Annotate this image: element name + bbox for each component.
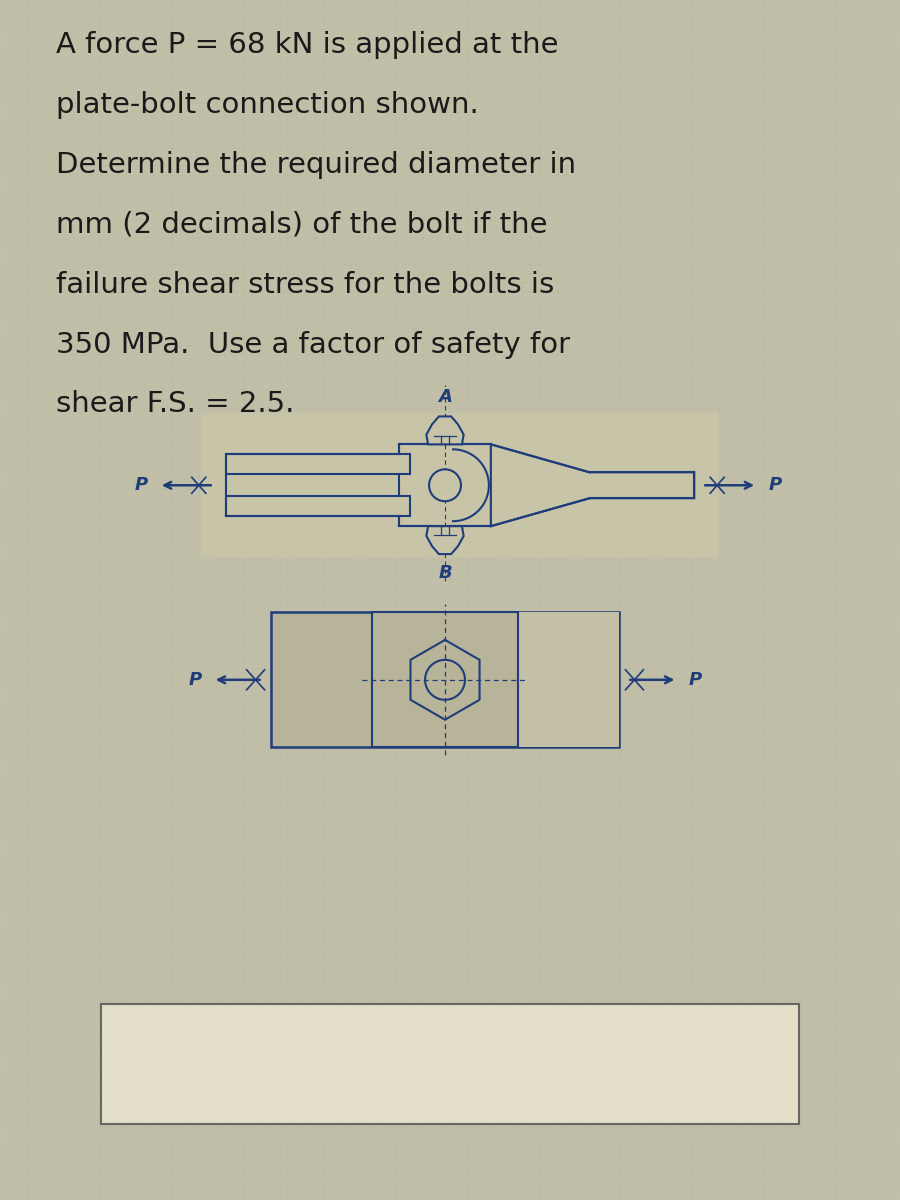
Text: P: P <box>769 476 781 494</box>
Text: 350 MPa.  Use a factor of safety for: 350 MPa. Use a factor of safety for <box>56 331 571 359</box>
Text: B: B <box>438 564 452 582</box>
Bar <box>226 497 410 516</box>
Bar <box>518 612 619 748</box>
Text: mm (2 decimals) of the bolt if the: mm (2 decimals) of the bolt if the <box>56 211 548 239</box>
Bar <box>271 612 619 748</box>
Bar <box>226 455 410 474</box>
Text: A force P = 68 kN is applied at the: A force P = 68 kN is applied at the <box>56 31 559 59</box>
Text: shear F.S. = 2.5.: shear F.S. = 2.5. <box>56 390 294 419</box>
Bar <box>101 1004 799 1123</box>
Circle shape <box>429 469 461 502</box>
Bar <box>201 414 719 557</box>
Text: P: P <box>188 671 202 689</box>
Text: A: A <box>438 389 452 407</box>
Bar <box>372 612 518 748</box>
Text: P: P <box>688 671 702 689</box>
Bar <box>400 444 491 526</box>
Polygon shape <box>427 416 464 444</box>
Text: plate-bolt connection shown.: plate-bolt connection shown. <box>56 91 479 119</box>
Text: failure shear stress for the bolts is: failure shear stress for the bolts is <box>56 271 554 299</box>
Text: Determine the required diameter in: Determine the required diameter in <box>56 151 576 179</box>
Polygon shape <box>427 526 464 554</box>
Polygon shape <box>491 444 694 526</box>
Text: P: P <box>134 476 148 494</box>
